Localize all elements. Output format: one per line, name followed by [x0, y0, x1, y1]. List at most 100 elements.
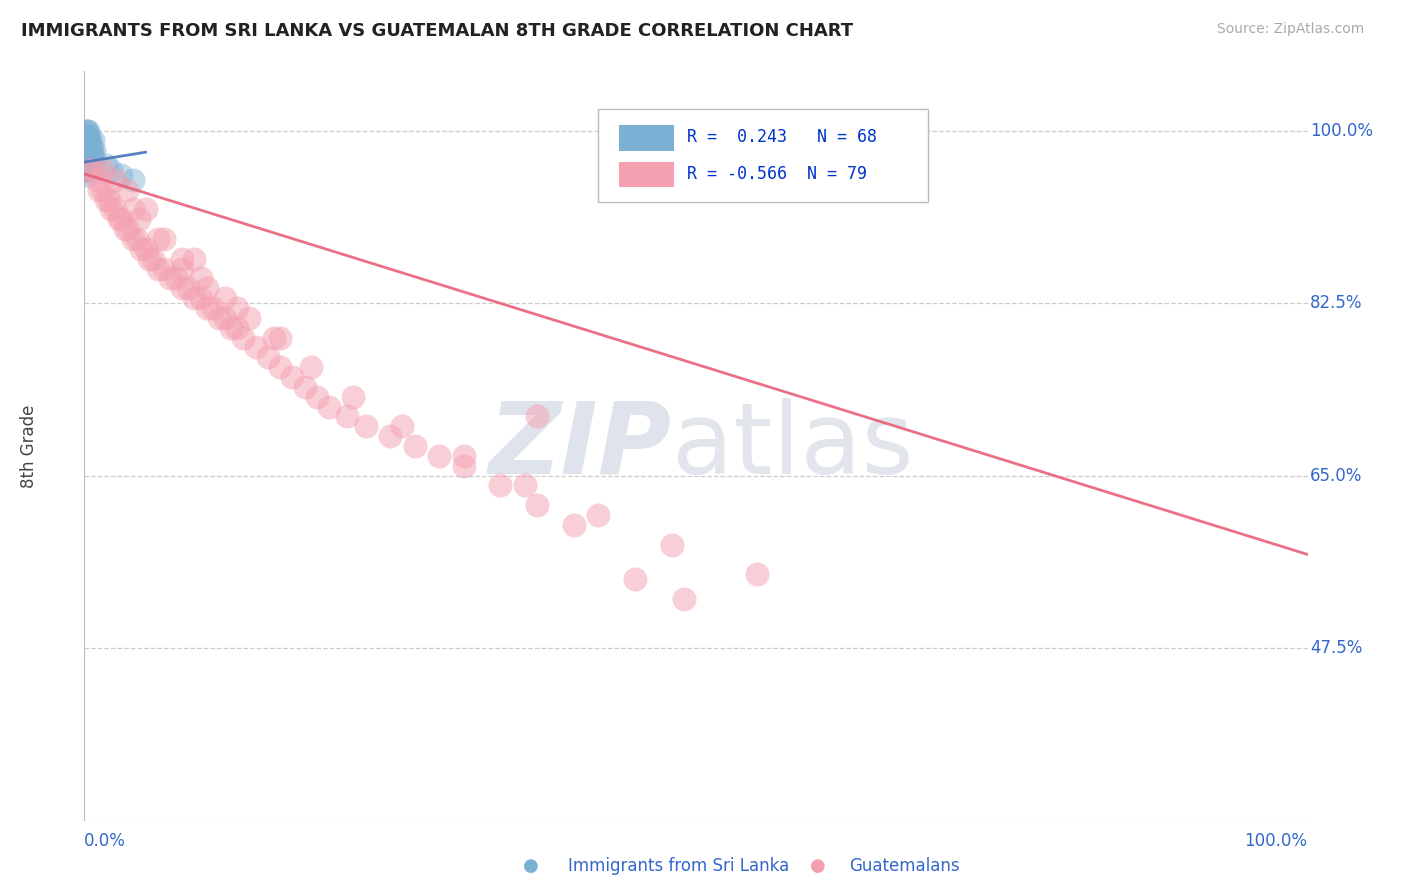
Point: [232, 330, 254, 344]
Point: [214, 291, 236, 305]
Point: [104, 202, 127, 217]
Point: [79, 148, 101, 162]
Point: [453, 449, 475, 463]
Point: [75, 128, 97, 143]
Point: [269, 360, 291, 375]
Point: [110, 168, 132, 182]
Point: [77, 133, 100, 147]
Point: [76, 143, 98, 157]
Point: [75, 123, 97, 137]
Point: [201, 301, 224, 315]
Point: [75, 138, 97, 153]
Point: [79, 147, 101, 161]
Point: [107, 212, 129, 227]
Point: [77, 143, 100, 157]
Point: [305, 390, 328, 404]
Point: [104, 173, 127, 187]
Point: [122, 202, 145, 217]
Point: [336, 409, 359, 424]
Point: [77, 148, 100, 162]
Point: [79, 133, 101, 147]
Point: [77, 138, 100, 153]
Point: [586, 508, 609, 522]
Point: [75, 133, 97, 147]
Point: [77, 163, 100, 178]
Point: [153, 261, 176, 276]
Text: Immigrants from Sri Lanka: Immigrants from Sri Lanka: [568, 856, 789, 874]
Text: 82.5%: 82.5%: [1310, 294, 1362, 312]
Point: [453, 458, 475, 473]
Point: [77, 143, 100, 157]
Point: [77, 123, 100, 137]
FancyBboxPatch shape: [598, 109, 928, 202]
Point: [122, 232, 145, 246]
Point: [562, 517, 585, 532]
Point: [100, 202, 122, 217]
Point: [91, 183, 114, 197]
Point: [79, 138, 101, 153]
Point: [219, 320, 242, 334]
Point: [75, 129, 97, 144]
Point: [77, 143, 100, 157]
Point: [146, 232, 169, 246]
Point: [391, 419, 413, 434]
Point: [76, 153, 98, 167]
Point: [281, 370, 304, 384]
Point: [117, 222, 139, 236]
Point: [125, 232, 148, 246]
Point: [76, 136, 98, 150]
Text: ZIP: ZIP: [488, 398, 672, 494]
Point: [526, 409, 548, 424]
Point: [76, 153, 98, 167]
Point: [80, 153, 103, 167]
Point: [245, 340, 267, 354]
Point: [190, 291, 212, 305]
Point: [427, 449, 450, 463]
Text: IMMIGRANTS FROM SRI LANKA VS GUATEMALAN 8TH GRADE CORRELATION CHART: IMMIGRANTS FROM SRI LANKA VS GUATEMALAN …: [21, 22, 853, 40]
Point: [165, 271, 187, 285]
Point: [76, 137, 98, 152]
Point: [122, 173, 145, 187]
Point: [80, 143, 103, 157]
Point: [183, 291, 205, 305]
Point: [115, 183, 138, 197]
Point: [76, 133, 98, 147]
Point: [129, 242, 152, 256]
Point: [183, 252, 205, 266]
Text: ●: ●: [810, 856, 827, 874]
Point: [77, 153, 100, 167]
Point: [226, 301, 249, 315]
Point: [77, 153, 100, 167]
Point: [128, 212, 150, 227]
Point: [79, 145, 101, 160]
Point: [76, 143, 98, 157]
Point: [86, 173, 108, 187]
Point: [226, 320, 249, 334]
Point: [79, 143, 101, 157]
Point: [294, 380, 316, 394]
Point: [114, 222, 136, 236]
Point: [342, 390, 364, 404]
Point: [83, 143, 105, 157]
Point: [77, 163, 100, 178]
Text: 100.0%: 100.0%: [1244, 832, 1308, 850]
Point: [76, 139, 98, 153]
Point: [661, 538, 683, 552]
Point: [195, 281, 218, 295]
Point: [82, 153, 104, 167]
Point: [172, 252, 194, 266]
Point: [83, 163, 105, 178]
Point: [77, 143, 100, 157]
Point: [146, 261, 169, 276]
Point: [77, 128, 100, 143]
Text: atlas: atlas: [672, 398, 912, 494]
Point: [153, 232, 176, 246]
Point: [76, 163, 98, 178]
Point: [172, 281, 194, 295]
Point: [77, 141, 100, 155]
Point: [76, 123, 98, 137]
Point: [77, 139, 100, 153]
Point: [238, 310, 260, 325]
Point: [135, 242, 157, 256]
Point: [77, 148, 100, 162]
